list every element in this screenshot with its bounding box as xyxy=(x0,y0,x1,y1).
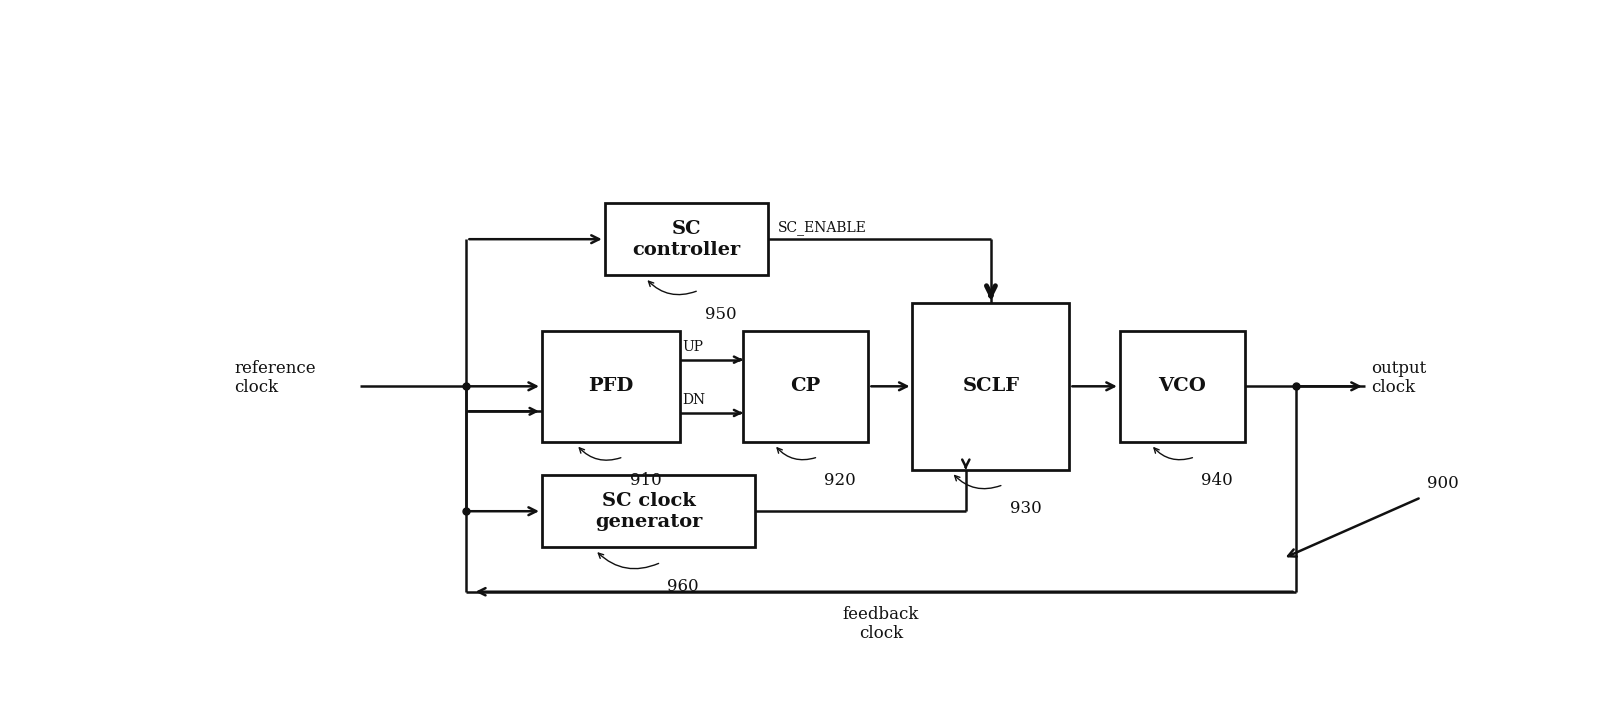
Text: UP: UP xyxy=(682,340,704,354)
Text: CP: CP xyxy=(791,377,820,395)
Text: 910: 910 xyxy=(631,472,661,490)
Text: SC
controller: SC controller xyxy=(632,220,741,259)
Bar xyxy=(541,331,681,442)
Text: 960: 960 xyxy=(668,578,699,595)
Text: 950: 950 xyxy=(705,306,738,323)
Text: SC_ENABLE: SC_ENABLE xyxy=(778,220,867,235)
Text: VCO: VCO xyxy=(1159,377,1206,395)
Text: reference
clock: reference clock xyxy=(233,360,316,397)
Bar xyxy=(1120,331,1245,442)
Bar xyxy=(541,475,755,547)
Text: SCLF: SCLF xyxy=(963,377,1020,395)
Text: feedback
clock: feedback clock xyxy=(843,606,919,642)
Bar xyxy=(742,331,869,442)
Text: 900: 900 xyxy=(1428,475,1459,492)
Text: output
clock: output clock xyxy=(1371,360,1426,397)
Bar xyxy=(913,303,1070,469)
Text: PFD: PFD xyxy=(588,377,634,395)
Text: DN: DN xyxy=(682,394,705,407)
Text: SC clock
generator: SC clock generator xyxy=(595,492,702,531)
Text: 940: 940 xyxy=(1201,472,1234,490)
Text: 920: 920 xyxy=(825,472,856,490)
Text: 930: 930 xyxy=(1010,500,1042,517)
Bar xyxy=(605,203,768,275)
